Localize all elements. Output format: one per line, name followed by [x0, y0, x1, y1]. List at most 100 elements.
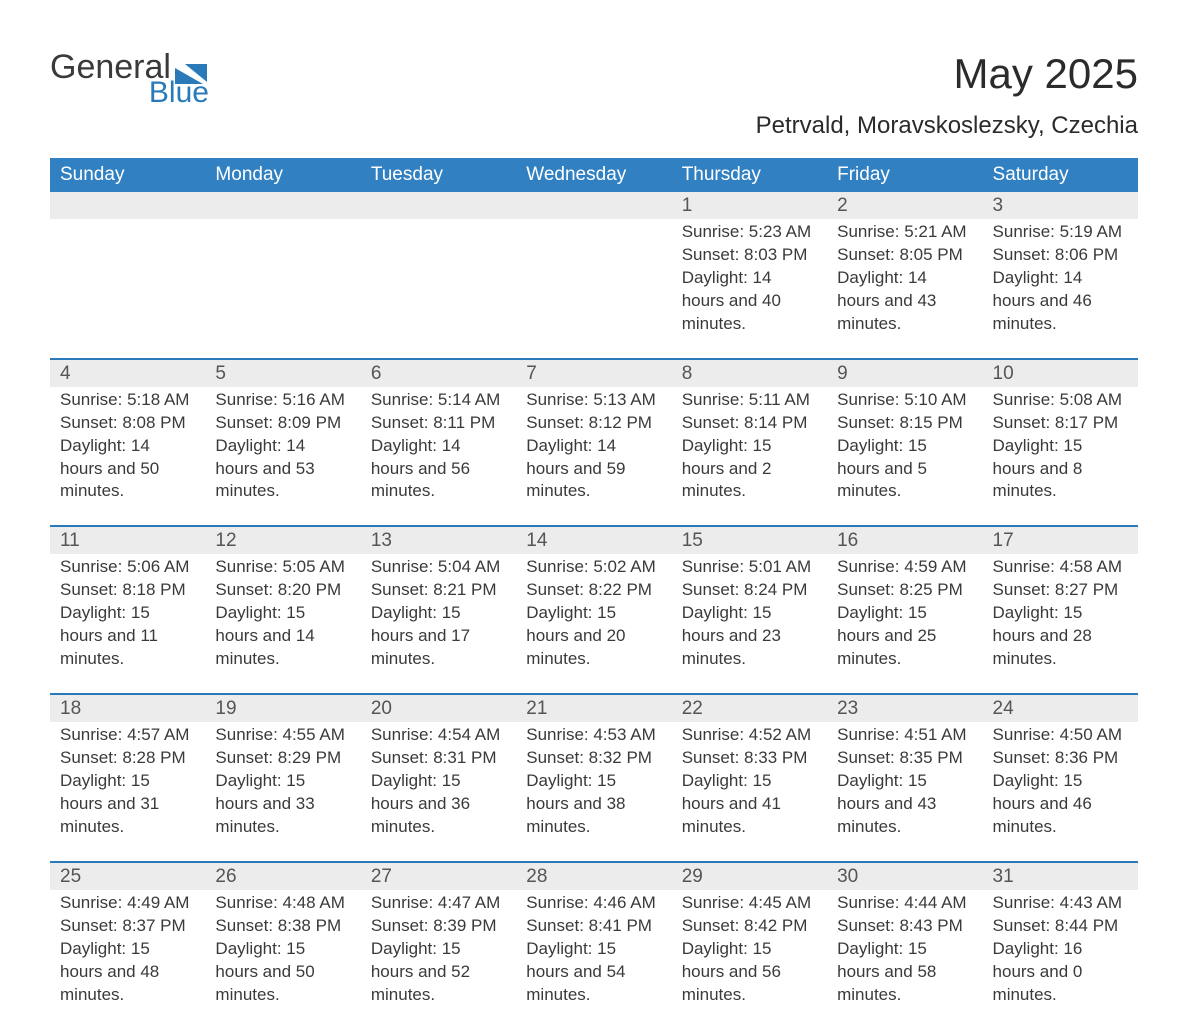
sunrise-text: Sunrise: 5:10 AM [837, 389, 972, 412]
daylight-text: Daylight: 15 hours and 41 minutes. [682, 770, 817, 839]
sunset-text: Sunset: 8:44 PM [993, 915, 1128, 938]
page-title: May 2025 [954, 50, 1138, 98]
day-detail-cell: Sunrise: 4:43 AMSunset: 8:44 PMDaylight:… [983, 890, 1138, 1012]
day-number-cell: 31 [983, 862, 1138, 890]
day-number-cell: 7 [516, 359, 671, 387]
sunrise-text: Sunrise: 5:11 AM [682, 389, 817, 412]
weekday-header: Thursday [672, 158, 827, 192]
daylight-text: Daylight: 15 hours and 2 minutes. [682, 435, 817, 504]
daylight-text: Daylight: 14 hours and 53 minutes. [215, 435, 350, 504]
sunset-text: Sunset: 8:17 PM [993, 412, 1128, 435]
daylight-text: Daylight: 15 hours and 17 minutes. [371, 602, 506, 671]
sunrise-text: Sunrise: 4:57 AM [60, 724, 195, 747]
day-detail-cell: Sunrise: 4:47 AMSunset: 8:39 PMDaylight:… [361, 890, 516, 1012]
daylight-text: Daylight: 15 hours and 54 minutes. [526, 938, 661, 1007]
sunset-text: Sunset: 8:38 PM [215, 915, 350, 938]
day-detail-row: Sunrise: 5:23 AMSunset: 8:03 PMDaylight:… [50, 219, 1138, 359]
day-number-cell: 3 [983, 192, 1138, 219]
day-number-cell: 20 [361, 694, 516, 722]
sunrise-text: Sunrise: 5:01 AM [682, 556, 817, 579]
sunset-text: Sunset: 8:37 PM [60, 915, 195, 938]
page-subtitle: Petrvald, Moravskoslezsky, Czechia [50, 112, 1138, 140]
weekday-header: Sunday [50, 158, 205, 192]
day-detail-row: Sunrise: 5:06 AMSunset: 8:18 PMDaylight:… [50, 554, 1138, 694]
day-number-cell: 22 [672, 694, 827, 722]
weekday-header-row: SundayMondayTuesdayWednesdayThursdayFrid… [50, 158, 1138, 192]
sunset-text: Sunset: 8:03 PM [682, 244, 817, 267]
daylight-text: Daylight: 14 hours and 50 minutes. [60, 435, 195, 504]
daylight-text: Daylight: 15 hours and 33 minutes. [215, 770, 350, 839]
day-detail-row: Sunrise: 4:49 AMSunset: 8:37 PMDaylight:… [50, 890, 1138, 1012]
day-number-cell: 18 [50, 694, 205, 722]
day-detail-cell: Sunrise: 4:46 AMSunset: 8:41 PMDaylight:… [516, 890, 671, 1012]
day-detail-cell: Sunrise: 4:59 AMSunset: 8:25 PMDaylight:… [827, 554, 982, 694]
weekday-header: Friday [827, 158, 982, 192]
day-detail-cell: Sunrise: 5:02 AMSunset: 8:22 PMDaylight:… [516, 554, 671, 694]
day-number-row: 11121314151617 [50, 526, 1138, 554]
day-number-cell: 1 [672, 192, 827, 219]
sunset-text: Sunset: 8:21 PM [371, 579, 506, 602]
sunset-text: Sunset: 8:12 PM [526, 412, 661, 435]
sunset-text: Sunset: 8:27 PM [993, 579, 1128, 602]
day-number-cell: 28 [516, 862, 671, 890]
sunset-text: Sunset: 8:28 PM [60, 747, 195, 770]
day-detail-cell: Sunrise: 5:13 AMSunset: 8:12 PMDaylight:… [516, 387, 671, 527]
day-detail-cell [516, 219, 671, 359]
day-detail-cell: Sunrise: 4:44 AMSunset: 8:43 PMDaylight:… [827, 890, 982, 1012]
daylight-text: Daylight: 15 hours and 28 minutes. [993, 602, 1128, 671]
day-number-cell: 11 [50, 526, 205, 554]
day-detail-cell: Sunrise: 5:08 AMSunset: 8:17 PMDaylight:… [983, 387, 1138, 527]
daylight-text: Daylight: 15 hours and 11 minutes. [60, 602, 195, 671]
sunrise-text: Sunrise: 4:48 AM [215, 892, 350, 915]
day-number-cell: 5 [205, 359, 360, 387]
daylight-text: Daylight: 15 hours and 36 minutes. [371, 770, 506, 839]
day-detail-cell: Sunrise: 4:53 AMSunset: 8:32 PMDaylight:… [516, 722, 671, 862]
day-number-row: 25262728293031 [50, 862, 1138, 890]
sunset-text: Sunset: 8:18 PM [60, 579, 195, 602]
day-detail-cell: Sunrise: 5:10 AMSunset: 8:15 PMDaylight:… [827, 387, 982, 527]
day-detail-cell: Sunrise: 5:16 AMSunset: 8:09 PMDaylight:… [205, 387, 360, 527]
daylight-text: Daylight: 15 hours and 56 minutes. [682, 938, 817, 1007]
sunset-text: Sunset: 8:36 PM [993, 747, 1128, 770]
day-number-cell [516, 192, 671, 219]
day-detail-cell: Sunrise: 4:55 AMSunset: 8:29 PMDaylight:… [205, 722, 360, 862]
day-detail-cell: Sunrise: 5:23 AMSunset: 8:03 PMDaylight:… [672, 219, 827, 359]
day-number-row: 123 [50, 192, 1138, 219]
sunrise-text: Sunrise: 5:19 AM [993, 221, 1128, 244]
sunset-text: Sunset: 8:29 PM [215, 747, 350, 770]
day-detail-cell: Sunrise: 4:49 AMSunset: 8:37 PMDaylight:… [50, 890, 205, 1012]
daylight-text: Daylight: 15 hours and 23 minutes. [682, 602, 817, 671]
daylight-text: Daylight: 16 hours and 0 minutes. [993, 938, 1128, 1007]
day-number-row: 18192021222324 [50, 694, 1138, 722]
sunset-text: Sunset: 8:20 PM [215, 579, 350, 602]
weekday-header: Wednesday [516, 158, 671, 192]
sunrise-text: Sunrise: 5:04 AM [371, 556, 506, 579]
day-number-cell: 27 [361, 862, 516, 890]
sunrise-text: Sunrise: 4:49 AM [60, 892, 195, 915]
sunrise-text: Sunrise: 5:02 AM [526, 556, 661, 579]
daylight-text: Daylight: 15 hours and 48 minutes. [60, 938, 195, 1007]
weekday-header: Monday [205, 158, 360, 192]
day-number-cell [50, 192, 205, 219]
daylight-text: Daylight: 15 hours and 43 minutes. [837, 770, 972, 839]
day-number-cell: 13 [361, 526, 516, 554]
sunrise-text: Sunrise: 4:53 AM [526, 724, 661, 747]
day-number-cell: 6 [361, 359, 516, 387]
daylight-text: Daylight: 14 hours and 46 minutes. [993, 267, 1128, 336]
day-number-cell: 29 [672, 862, 827, 890]
brand-logo: General Blue [50, 50, 209, 108]
day-number-cell: 15 [672, 526, 827, 554]
day-number-cell: 8 [672, 359, 827, 387]
day-detail-cell: Sunrise: 5:11 AMSunset: 8:14 PMDaylight:… [672, 387, 827, 527]
daylight-text: Daylight: 15 hours and 31 minutes. [60, 770, 195, 839]
day-detail-cell [361, 219, 516, 359]
sunset-text: Sunset: 8:39 PM [371, 915, 506, 938]
sunrise-text: Sunrise: 4:43 AM [993, 892, 1128, 915]
sunset-text: Sunset: 8:22 PM [526, 579, 661, 602]
day-detail-cell: Sunrise: 4:57 AMSunset: 8:28 PMDaylight:… [50, 722, 205, 862]
daylight-text: Daylight: 14 hours and 59 minutes. [526, 435, 661, 504]
day-number-cell: 21 [516, 694, 671, 722]
daylight-text: Daylight: 15 hours and 38 minutes. [526, 770, 661, 839]
daylight-text: Daylight: 15 hours and 46 minutes. [993, 770, 1128, 839]
day-number-cell: 14 [516, 526, 671, 554]
